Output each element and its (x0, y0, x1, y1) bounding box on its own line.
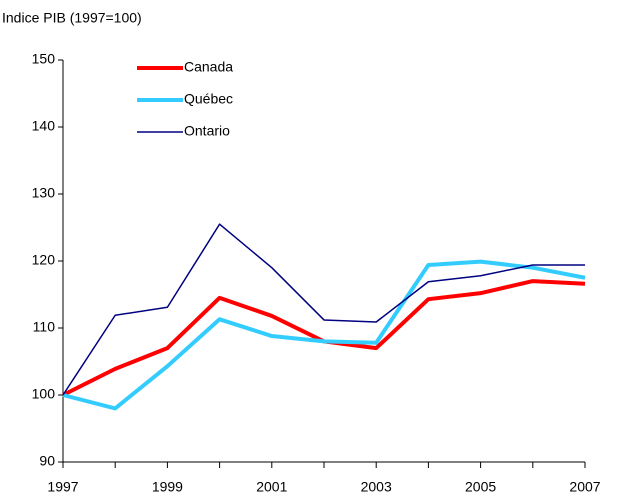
legend-label: Québec (184, 91, 233, 107)
y-tick-label: 110 (33, 319, 56, 335)
chart-title: Indice PIB (1997=100) (2, 10, 142, 26)
y-tick-label: 120 (32, 252, 56, 268)
legend-label: Canada (184, 59, 233, 75)
y-tick-label: 140 (32, 118, 56, 134)
x-tick-label: 2005 (465, 479, 496, 495)
y-tick-label: 150 (32, 51, 56, 67)
series-line (62, 223, 585, 396)
x-tick-label: 2001 (256, 479, 287, 495)
x-tick-label: 2007 (569, 479, 600, 495)
legend-label: Ontario (184, 123, 230, 139)
series-line (62, 259, 586, 411)
x-tick-label: 1997 (47, 479, 78, 495)
x-tick-label: 2003 (361, 479, 392, 495)
y-tick-label: 90 (39, 453, 55, 469)
y-tick-label: 130 (32, 185, 56, 201)
x-tick-label: 1999 (152, 479, 183, 495)
series-line (62, 279, 586, 397)
y-tick-label: 100 (32, 386, 56, 402)
